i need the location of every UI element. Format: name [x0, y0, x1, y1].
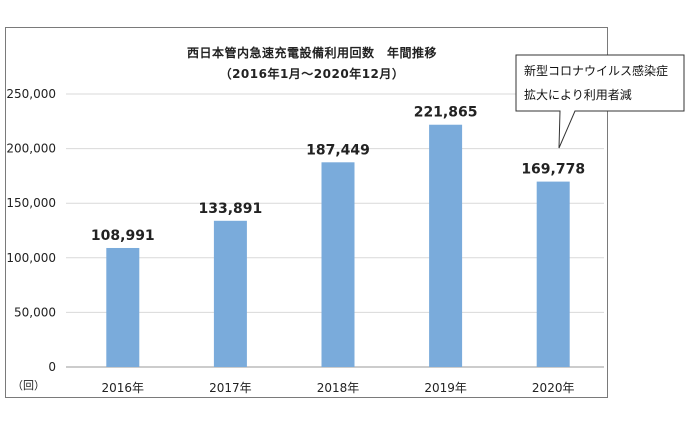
- data-label: 108,991: [91, 228, 155, 244]
- y-axis-unit-label: （回）: [12, 379, 45, 392]
- bar: [213, 220, 247, 367]
- bar: [429, 124, 463, 367]
- annotation-line-2: 拡大により利用者減: [524, 88, 632, 102]
- annotation-text: 新型コロナウイルス感染症 拡大により利用者減: [524, 59, 684, 107]
- y-tick-label: 0: [48, 360, 56, 374]
- x-axis-ticks: 2016年 2017年 2018年 2019年 2020年: [102, 381, 575, 395]
- chart-subtitle: （2016年1月～2020年12月）: [219, 67, 405, 81]
- data-label: 133,891: [199, 201, 263, 217]
- data-labels: 108,991 133,891 187,449 221,865 169,778: [91, 105, 585, 244]
- y-tick-label: 50,000: [14, 305, 56, 319]
- y-tick-label: 250,000: [6, 87, 56, 101]
- bar: [536, 181, 570, 367]
- callout-bubble: [515, 54, 685, 149]
- x-tick-label: 2018年: [317, 381, 360, 395]
- y-axis-ticks: 0 50,000 100,000 150,000 200,000 250,000: [6, 87, 56, 374]
- annotation-line-1: 新型コロナウイルス感染症: [524, 64, 669, 78]
- x-tick-label: 2016年: [102, 381, 145, 395]
- annotation-callout: [515, 54, 685, 149]
- chart-title: 西日本管内急速充電設備利用回数 年間推移: [186, 46, 437, 60]
- data-label: 169,778: [521, 162, 585, 178]
- y-tick-label: 200,000: [6, 142, 56, 156]
- bars: [106, 124, 570, 367]
- x-tick-label: 2019年: [424, 381, 467, 395]
- y-tick-label: 150,000: [6, 196, 56, 210]
- x-tick-label: 2017年: [209, 381, 252, 395]
- bar: [321, 162, 355, 367]
- y-tick-label: 100,000: [6, 251, 56, 265]
- data-label: 221,865: [414, 105, 478, 121]
- data-label: 187,449: [306, 142, 370, 158]
- bar: [106, 247, 140, 367]
- chart-frame: [5, 27, 608, 398]
- x-tick-label: 2020年: [532, 381, 575, 395]
